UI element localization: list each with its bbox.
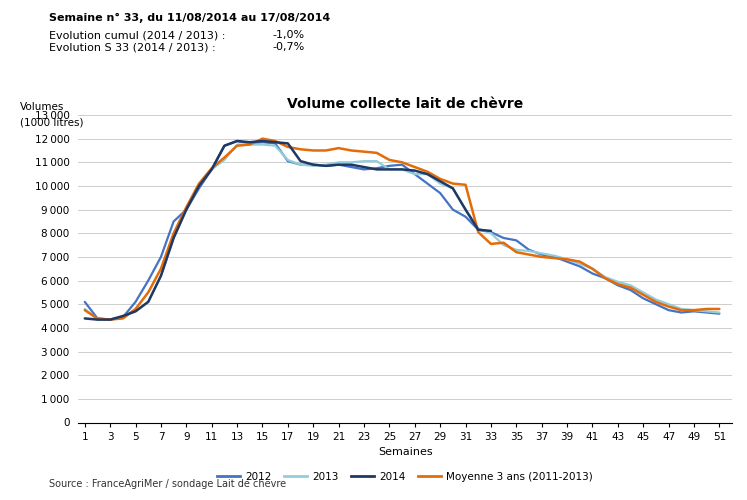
Text: -1,0%: -1,0% — [273, 30, 305, 40]
Text: Evolution S 33 (2014 / 2013) :: Evolution S 33 (2014 / 2013) : — [49, 42, 215, 52]
Text: Semaine n° 33, du 11/08/2014 au 17/08/2014: Semaine n° 33, du 11/08/2014 au 17/08/20… — [49, 12, 330, 22]
X-axis label: Semaines: Semaines — [378, 447, 433, 457]
Text: Volumes: Volumes — [19, 102, 64, 112]
Text: (1000 litres): (1000 litres) — [19, 118, 83, 128]
Legend: 2012, 2013, 2014, Moyenne 3 ans (2011-2013): 2012, 2013, 2014, Moyenne 3 ans (2011-20… — [213, 468, 598, 486]
Title: Volume collecte lait de chèvre: Volume collecte lait de chèvre — [287, 97, 524, 111]
Text: Evolution cumul (2014 / 2013) :: Evolution cumul (2014 / 2013) : — [49, 30, 225, 40]
Text: Source : FranceAgriMer / sondage Lait de chèvre: Source : FranceAgriMer / sondage Lait de… — [49, 478, 285, 489]
Text: -0,7%: -0,7% — [273, 42, 305, 52]
